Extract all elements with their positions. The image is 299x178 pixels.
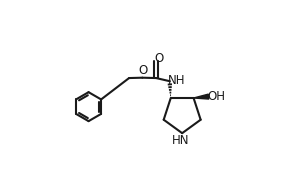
Text: OH: OH xyxy=(207,90,225,103)
Polygon shape xyxy=(193,94,209,99)
Text: O: O xyxy=(155,52,164,65)
Text: NH: NH xyxy=(168,74,185,87)
Text: HN: HN xyxy=(172,134,190,147)
Text: O: O xyxy=(138,64,147,77)
